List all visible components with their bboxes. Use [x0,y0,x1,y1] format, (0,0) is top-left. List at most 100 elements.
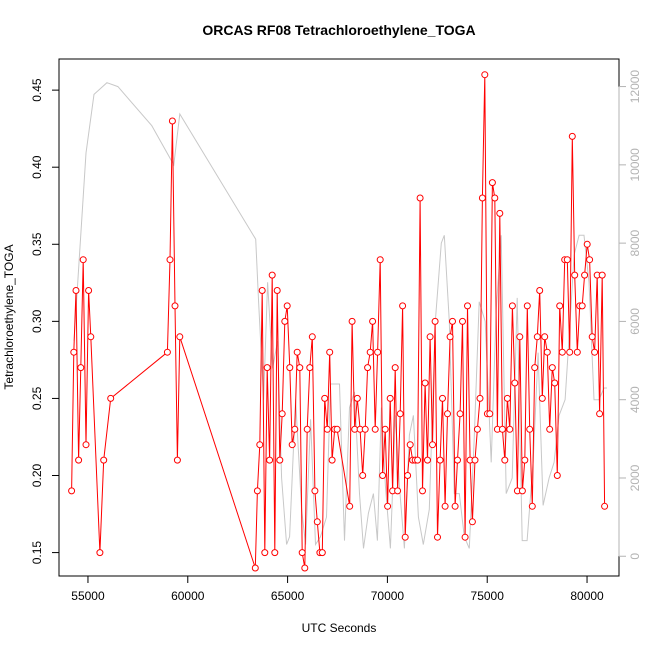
y2-tick-label: 8000 [628,229,642,256]
tce-data-point [353,394,361,402]
tce-data-point [391,364,399,372]
tce-data-point [85,287,93,294]
x-tick-label: 60000 [171,589,205,603]
tce-data-point [366,348,374,356]
tce-data-point [96,549,104,557]
y-tick-label: 0.35 [30,232,44,256]
tce-data-point [313,518,321,526]
tce-data-point [538,394,546,402]
tce-data-point [286,364,294,372]
tce-data-point [431,317,439,325]
tce-data-point [333,425,341,433]
x-axis: 55000 60000 65000 70000 75000 80000 [71,575,604,603]
tce-data-point [563,256,571,264]
x-tick-label: 75000 [471,589,505,603]
tce-data-point [441,502,449,510]
tce-data-point [386,394,394,402]
tce-data-point [308,333,316,341]
tce-data-point [456,410,464,418]
tce-data-point [419,487,426,495]
tce-data-point [573,348,581,356]
y-tick-label: 0.25 [30,386,44,410]
tce-data-point [406,441,414,449]
tce-data-point [446,333,454,341]
x-tick-label: 80000 [570,589,604,603]
tce-data-point [598,271,606,279]
tce-series-line [71,74,606,569]
tce-data-point [416,194,424,202]
tce-data-point [473,425,481,433]
tce-data-point [79,256,87,264]
tce-data-point [301,564,309,572]
tce-data-point [578,302,586,310]
tce-data-point [558,348,566,356]
tce-data-point [506,425,514,433]
tce-data-point [491,194,499,202]
tce-data-point [583,240,591,248]
tce-data-point [449,317,456,325]
tce-data-point [256,441,264,449]
tce-data-point [258,287,266,294]
y-axis-left: 0.15 0.20 0.25 0.30 0.35 0.40 0.45 [30,78,60,565]
tce-data-point [281,317,289,325]
tce-data-point [75,456,83,464]
tce-data-point [401,533,409,541]
tce-data-point [318,549,326,557]
tce-data-point [376,256,384,264]
tce-data-point [454,456,461,464]
tce-data-point [511,379,519,387]
x-tick-label: 70000 [371,589,405,603]
tce-data-point [496,209,504,217]
tce-data-point [326,348,334,356]
tce-data-point [306,364,314,372]
tce-data-point [253,487,261,495]
tce-data-point [251,564,259,572]
y-tick-label: 0.15 [30,541,44,565]
tce-data-point [531,364,539,372]
tce-data-point [399,302,407,310]
tce-data-point [528,502,536,510]
tce-data-point [551,379,559,387]
tce-data-point [82,441,90,449]
tce-data-point [371,425,379,433]
altitude-line [73,82,607,549]
tce-data-point [283,302,291,310]
y-axis-label: Tetrachloroethylene_TOGA [2,244,16,389]
tce-data-point [516,333,524,341]
tce-data-point [471,456,479,464]
tce-data-point [439,394,446,402]
tce-data-point [503,394,511,402]
tce-data-point [361,425,369,433]
tce-data-point [77,364,85,372]
tce-data-point [359,472,367,479]
tce-data-point [261,549,269,557]
tce-data-point [288,441,296,449]
tce-data-point [303,425,311,433]
tce-data-point [478,194,486,202]
tce-data-point [436,456,444,464]
tce-data-point [424,456,431,464]
y-axis-right: 0 2000 4000 6000 8000 10000 12000 [618,70,642,560]
tce-data-point [481,71,489,79]
tce-data-point [518,487,526,495]
tce-data-point [100,456,108,464]
tce-data-point [586,256,594,264]
y2-tick-label: 4000 [628,386,642,413]
y-tick-label: 0.40 [30,155,44,179]
tce-data-point [548,364,556,372]
y-tick-label: 0.30 [30,309,44,333]
tce-data-point [70,348,78,356]
tce-data-point [87,333,95,341]
tce-data-point [404,472,412,479]
tce-data-point [271,549,279,557]
tce-data-point [273,287,281,294]
tce-data-point [556,302,564,310]
tce-data-point [381,425,389,433]
tce-data-point [581,271,589,279]
tce-data-point [176,333,184,341]
tce-data-point [533,333,541,341]
tce-data-point [508,302,516,310]
x-tick-label: 55000 [71,589,105,603]
tce-data-point [468,518,476,526]
